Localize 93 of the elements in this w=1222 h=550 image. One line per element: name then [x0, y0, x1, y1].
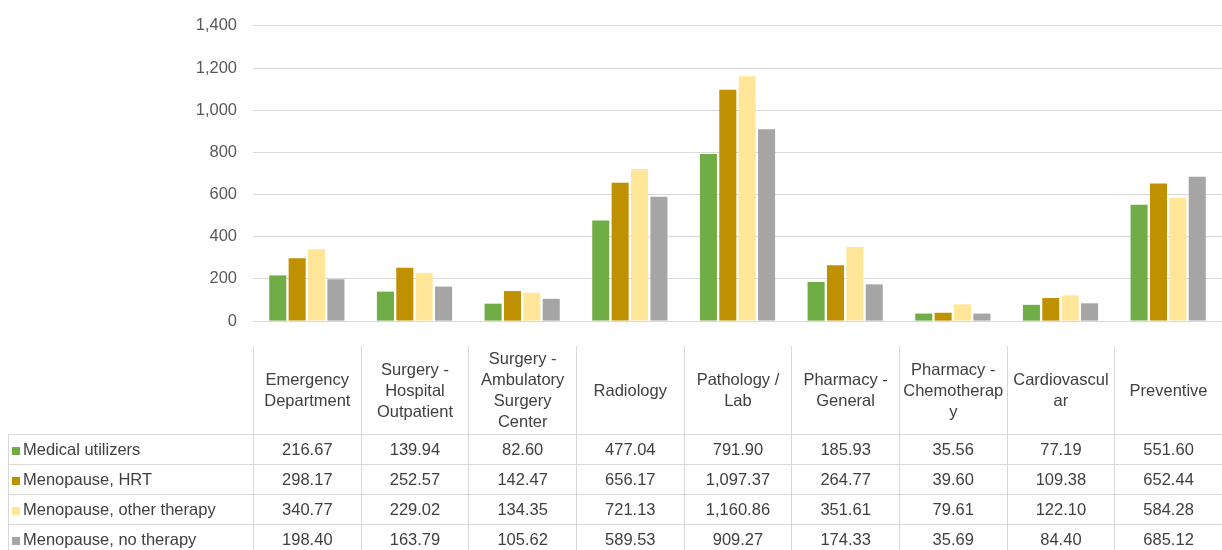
y-tick-label: 1,200	[195, 57, 237, 76]
bar	[1130, 204, 1148, 321]
legend-label: Menopause, HRT	[8, 464, 254, 495]
data-label: 477.04	[576, 434, 685, 465]
bar	[631, 169, 649, 321]
bar	[1169, 197, 1187, 321]
bar	[1022, 304, 1040, 321]
bar	[327, 279, 345, 321]
y-tick-label: 800	[209, 141, 237, 160]
bar	[699, 154, 717, 321]
data-label: 685.12	[1114, 524, 1222, 550]
x-tick-label: Pathology / Lab	[684, 346, 792, 435]
x-tick-label: Emergency Department	[253, 346, 362, 435]
bar	[826, 265, 844, 321]
data-label: 105.62	[468, 524, 577, 550]
bar	[954, 304, 972, 321]
bar	[1081, 303, 1099, 321]
y-tick-label: 400	[209, 226, 237, 245]
data-label: 122.10	[1007, 494, 1115, 525]
bar	[288, 258, 306, 321]
bar	[376, 291, 394, 321]
data-label: 174.33	[791, 524, 900, 550]
x-tick-label: Pharmacy - General	[791, 346, 900, 435]
data-label: 109.38	[1007, 464, 1115, 495]
data-label: 216.67	[253, 434, 362, 465]
x-tick-label: Preventive	[1114, 346, 1222, 435]
data-label: 185.93	[791, 434, 900, 465]
x-tick-label: Cardiovascular	[1007, 346, 1115, 435]
data-label: 656.17	[576, 464, 685, 495]
x-tick-label: Surgery - Ambulatory Surgery Center	[468, 346, 577, 435]
data-label: 139.94	[361, 434, 469, 465]
bar	[650, 196, 668, 321]
bar	[973, 313, 991, 321]
bar	[523, 292, 541, 321]
y-tick-label: 1,400	[195, 15, 237, 34]
data-label: 163.79	[361, 524, 469, 550]
data-label: 142.47	[468, 464, 577, 495]
bar	[415, 272, 433, 321]
legend-label: Menopause, other therapy	[8, 494, 254, 525]
legend-label: Menopause, no therapy	[8, 524, 254, 550]
x-tick-label: Pharmacy - Chemotherapy	[899, 346, 1008, 435]
data-label: 252.57	[361, 464, 469, 495]
bar	[542, 298, 560, 321]
bar	[915, 313, 933, 321]
bar	[846, 246, 864, 321]
data-label: 198.40	[253, 524, 362, 550]
bar	[1188, 176, 1206, 321]
bar	[934, 312, 952, 321]
data-label: 298.17	[253, 464, 362, 495]
data-label: 1,097.37	[684, 464, 792, 495]
bar	[396, 267, 414, 321]
bar	[611, 182, 629, 321]
y-tick-label: 200	[209, 268, 237, 287]
data-label: 340.77	[253, 494, 362, 525]
data-label: 35.56	[899, 434, 1008, 465]
data-label: 39.60	[899, 464, 1008, 495]
data-label: 791.90	[684, 434, 792, 465]
data-label: 721.13	[576, 494, 685, 525]
data-label: 229.02	[361, 494, 469, 525]
x-tick-label: Surgery - Hospital Outpatient	[361, 346, 469, 435]
data-label: 264.77	[791, 464, 900, 495]
x-tick-label: Radiology	[576, 346, 685, 435]
y-tick-label: 600	[209, 184, 237, 203]
data-label: 584.28	[1114, 494, 1222, 525]
bar	[1042, 298, 1060, 321]
bar	[484, 303, 502, 321]
bar	[592, 220, 610, 321]
bar	[807, 281, 825, 321]
bar	[719, 89, 737, 321]
data-label: 35.69	[899, 524, 1008, 550]
bar	[738, 76, 756, 321]
bar	[758, 129, 776, 321]
data-label: 84.40	[1007, 524, 1115, 550]
data-label: 134.35	[468, 494, 577, 525]
data-label: 79.61	[899, 494, 1008, 525]
bar	[1061, 295, 1079, 321]
bar	[308, 249, 326, 321]
bar	[435, 286, 453, 321]
bar	[1149, 183, 1167, 321]
data-label: 551.60	[1114, 434, 1222, 465]
bar	[269, 275, 287, 321]
y-tick-label: 1,000	[195, 99, 237, 118]
data-label: 77.19	[1007, 434, 1115, 465]
data-label: 82.60	[468, 434, 577, 465]
legend-label: Medical utilizers	[8, 434, 254, 465]
bar	[503, 291, 521, 321]
y-tick-label: 0	[227, 310, 237, 329]
data-label: 589.53	[576, 524, 685, 550]
bar	[865, 284, 883, 321]
data-label: 1,160.86	[684, 494, 792, 525]
data-label: 909.27	[684, 524, 792, 550]
data-label: 351.61	[791, 494, 900, 525]
data-label: 652.44	[1114, 464, 1222, 495]
